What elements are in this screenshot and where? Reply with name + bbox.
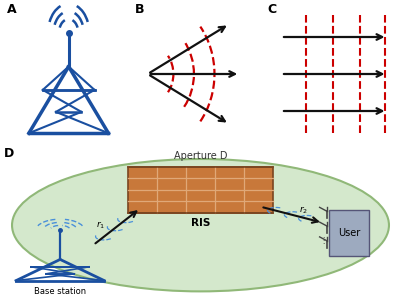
Text: Base station: Base station bbox=[34, 287, 86, 296]
Text: $r_1$: $r_1$ bbox=[96, 219, 105, 231]
Text: Aperture D: Aperture D bbox=[174, 151, 227, 160]
Bar bbox=[128, 167, 273, 213]
Text: B: B bbox=[135, 3, 144, 16]
Text: A: A bbox=[6, 3, 16, 16]
Text: C: C bbox=[267, 3, 277, 16]
Text: User: User bbox=[338, 228, 360, 238]
Bar bbox=[329, 210, 369, 256]
Text: RIS: RIS bbox=[191, 218, 210, 228]
Text: ⋮: ⋮ bbox=[320, 236, 328, 245]
Text: $r_2$: $r_2$ bbox=[299, 204, 308, 216]
Text: D: D bbox=[4, 147, 14, 160]
Ellipse shape bbox=[12, 159, 389, 291]
